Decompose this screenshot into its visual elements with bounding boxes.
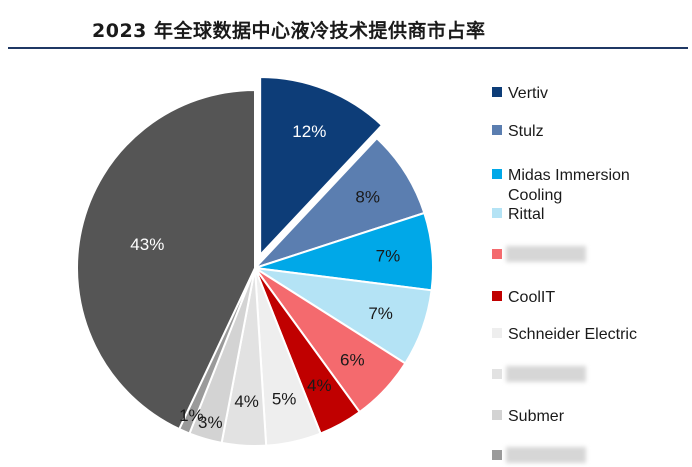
legend-label-stulz: Stulz: [508, 123, 544, 140]
slice-label-schneider-electric: 5%: [272, 389, 297, 408]
title-underline: [8, 47, 688, 49]
legend-swatch-unnamed-9: [492, 450, 502, 460]
legend-obscured-label: [506, 366, 586, 382]
legend-obscured-label: [506, 447, 586, 463]
slice-label-submer: 3%: [198, 413, 223, 432]
legend-swatch-unnamed-4: [492, 249, 502, 259]
legend-obscured-label: [506, 246, 586, 262]
title-bar: 2023 年全球数据中心液冷技术提供商市占率: [0, 0, 692, 50]
pie-slices: [76, 75, 434, 447]
chart-title: 2023 年全球数据中心液冷技术提供商市占率: [92, 20, 486, 42]
legend-swatch-rittal: [492, 208, 502, 218]
legend-swatch-coolit: [492, 291, 502, 301]
slice-label-unnamed-4: 6%: [340, 350, 365, 369]
legend-label-coolit: CoolIT: [508, 289, 555, 306]
legend-swatch-vertiv: [492, 87, 502, 97]
legend-label-submer: Submer: [508, 408, 565, 425]
chart-legend: Vertiv Stulz Midas Immersion Cooling Rittal C…: [492, 85, 637, 463]
slice-label-midas-immersion-cooling: 7%: [376, 246, 401, 265]
pie-slice-vertiv: [259, 75, 384, 258]
slice-label-rittal: 7%: [368, 304, 393, 323]
slice-label-stulz: 8%: [355, 187, 380, 206]
legend-swatch-unnamed-7: [492, 369, 502, 379]
slice-label-unnamed-10: 43%: [130, 235, 164, 254]
legend-label-rittal: Rittal: [508, 206, 544, 223]
legend-swatch-stulz: [492, 125, 502, 135]
legend-label-vertiv: Vertiv: [508, 85, 548, 102]
pie-slice-unnamed-10: [76, 88, 256, 431]
legend-swatch-schneider-electric: [492, 328, 502, 338]
slice-label-unnamed-9: 1%: [179, 406, 204, 425]
legend-label-midas-immersion-cooling: Midas Immersion Cooling: [508, 167, 630, 204]
legend-label-schneider-electric: Schneider Electric: [508, 326, 637, 343]
legend-swatch-submer: [492, 410, 502, 420]
pie-slice-stulz: [254, 136, 426, 269]
slice-label-unnamed-7: 4%: [234, 392, 259, 411]
slice-label-coolit: 4%: [307, 376, 332, 395]
pie-labels: 12% 8% 7% 7% 6% 4% 5% 4% 3%1% 43%: [130, 122, 400, 432]
legend-swatch-midas-immersion-cooling: [492, 169, 502, 179]
slice-label-vertiv: 12%: [292, 122, 326, 141]
